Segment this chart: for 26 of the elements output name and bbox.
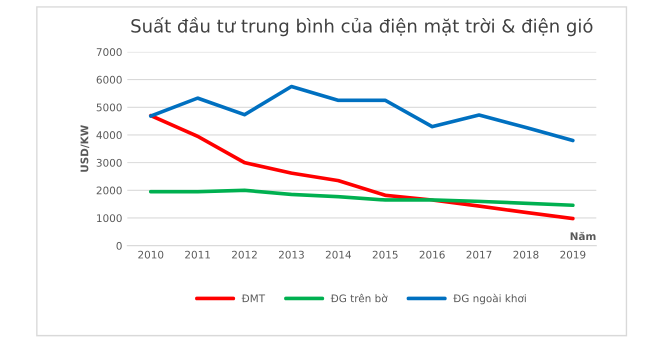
x-tick-label: 2019 [560, 250, 586, 259]
y-tick-label: 3000 [96, 158, 122, 167]
x-tick-label: 2013 [278, 250, 304, 259]
x-tick-label: 2010 [138, 250, 164, 259]
y-tick-label: 6000 [96, 76, 122, 84]
x-tick-label: 2011 [185, 250, 210, 259]
x-tick-label: 2016 [420, 250, 445, 259]
y-tick-label: 1000 [97, 214, 122, 222]
x-tick-label: 2014 [326, 250, 352, 259]
y-tick-label: 2000 [96, 186, 122, 194]
x-tick-label: 2017 [466, 250, 492, 259]
chart-title: Suất đầu tư trung bình của điện mặt trời & điện gió [131, 17, 592, 36]
legend-label: ĐMT [242, 294, 266, 302]
line-series [148, 84, 575, 142]
x-tick-label: 2012 [232, 250, 257, 259]
x-tick-label: 2018 [513, 250, 538, 259]
y-tick-label: 7000 [96, 48, 122, 56]
legend-label: ĐG trên bờ [330, 294, 388, 302]
y-tick-label: 0 [116, 242, 122, 250]
y-tick-label: 4000 [96, 131, 122, 140]
x-axis-title: Năm [570, 232, 596, 240]
legend-label: ĐG ngoài khơi [453, 294, 526, 304]
x-tick-label: 2015 [372, 250, 398, 259]
y-tick-label: 5000 [96, 103, 122, 112]
y-axis-title: USD/KW [80, 125, 90, 172]
line-series [148, 188, 575, 208]
